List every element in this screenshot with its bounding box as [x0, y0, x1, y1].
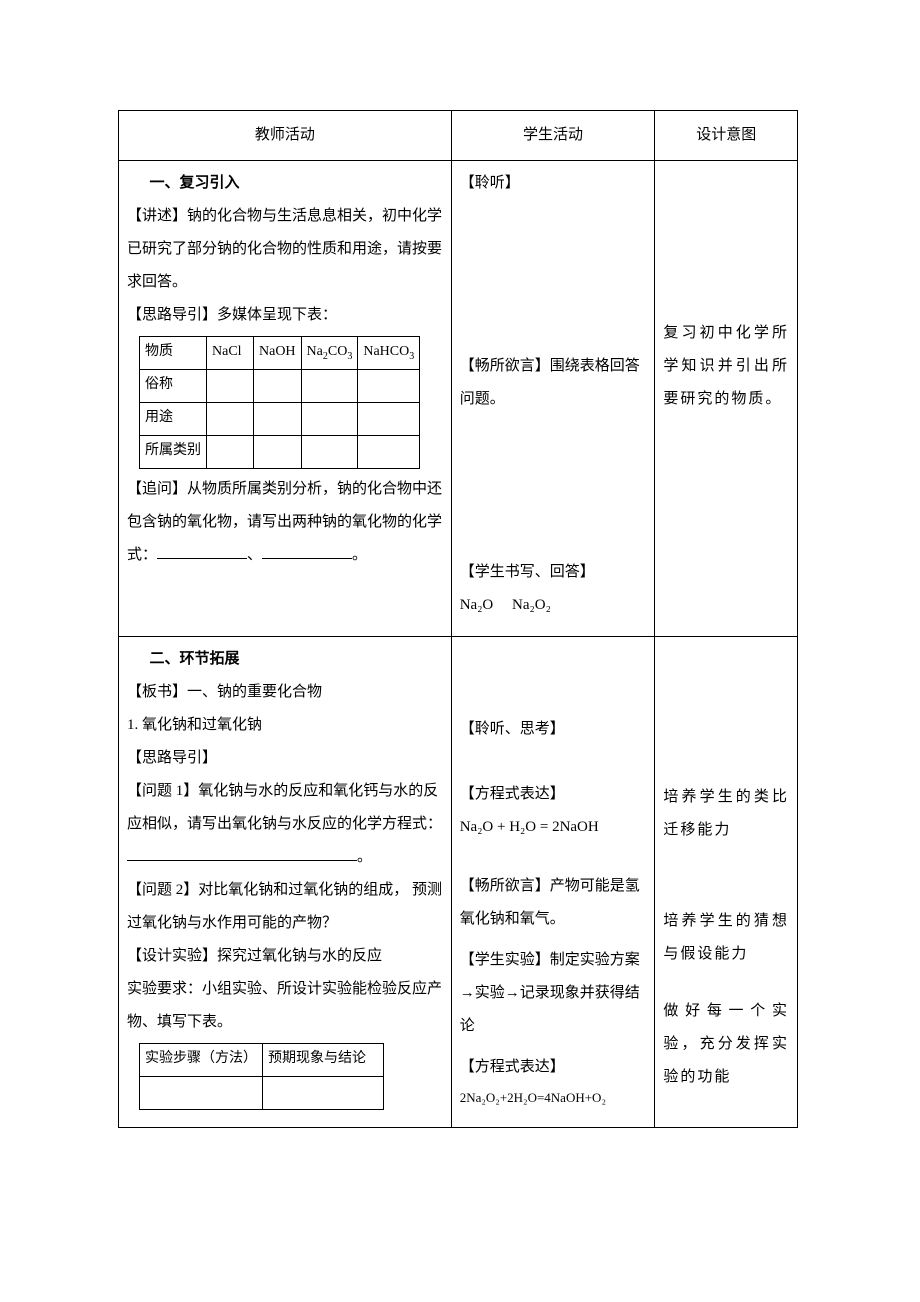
student-write-answers: Na₂O Na₂O₂ [460, 589, 647, 622]
blank-eq [127, 845, 357, 861]
q1-label: 【问题 1】 [127, 783, 198, 799]
sub-row-head: 物质 NaCl NaOH Na2CO3 NaHCO3 [140, 337, 420, 370]
experiment-table: 实验步骤（方法） 预期现象与结论 [139, 1043, 384, 1110]
cell-nacl: NaCl [207, 337, 254, 370]
section2-title: 二、环节拓展 [127, 643, 443, 676]
q2-label: 【问题 2】 [127, 882, 198, 898]
req-block: 实验要求：小组实验、所设计实验能检验反应产物、填写下表。 [127, 973, 443, 1039]
sub-row-nick: 俗称 [140, 370, 420, 403]
teacher-cell-2: 二、环节拓展 【板书】一、钠的重要化合物 1. 氧化钠和过氧化钠 【思路导引】 … [119, 637, 452, 1128]
exp-label: 【学生实验】 [460, 952, 550, 968]
student-speak-label: 【畅所欲言】 [460, 358, 550, 374]
header-intent: 设计意图 [655, 111, 798, 161]
cell-substance: 物质 [140, 337, 207, 370]
board-label: 【板书】 [127, 684, 187, 700]
speak2-label: 【畅所欲言】 [460, 878, 550, 894]
sub1: 1. 氧化钠和过氧化钠 [127, 709, 443, 742]
guide-label-2: 【思路导引】 [127, 742, 443, 775]
intent-2a: 培养学生的类比迁移能力 [663, 781, 789, 847]
student-speak2-block: 【畅所欲言】产物可能是氢氧化钠和氧气。 [460, 870, 647, 936]
exp-row-blank [140, 1077, 384, 1110]
q1-tail: 。 [357, 849, 372, 865]
student-listen-think: 【聆听、思考】 [460, 713, 647, 746]
intent-cell-1: 复习初中化学所学知识并引出所要研究的物质。 [655, 161, 798, 637]
student-write-block: 【学生书写、回答】 Na₂O Na₂O₂ [460, 556, 647, 622]
substance-table: 物质 NaCl NaOH Na2CO3 NaHCO3 俗称 用途 [139, 336, 420, 469]
section-1-row: 一、复习引入 【讲述】钠的化合物与生活息息相关，初中化学已研究了部分钠的化合物的… [119, 161, 798, 637]
exp-h2: 预期现象与结论 [263, 1044, 384, 1077]
page: 教师活动 学生活动 设计意图 一、复习引入 【讲述】钠的化合物与生活息息相关，初… [0, 0, 920, 1168]
cell-nick: 俗称 [140, 370, 207, 403]
followup-sep: 、 [247, 547, 262, 563]
exp-h1: 实验步骤（方法） [140, 1044, 263, 1077]
student-eq2-block: 【方程式表达】 2Na₂O₂+2H₂O=4NaOH+O₂ [460, 1051, 647, 1113]
student-exp-block: 【学生实验】制定实验方案→实验→记录现象并获得结论 [460, 944, 647, 1043]
guide-label: 【思路导引】 [127, 307, 217, 323]
guide-text: 多媒体呈现下表： [217, 307, 337, 323]
intent-1: 复习初中化学所学知识并引出所要研究的物质。 [663, 317, 789, 416]
blank-1 [157, 543, 247, 559]
cell-naoh: NaOH [254, 337, 302, 370]
followup-label: 【追问】 [127, 481, 187, 497]
blank-2 [262, 543, 352, 559]
student-write-label: 【学生书写、回答】 [460, 556, 647, 589]
student-cell-1: 【聆听】 【畅所欲言】围绕表格回答问题。 【学生书写、回答】 Na₂O Na₂O… [451, 161, 655, 637]
followup-block: 【追问】从物质所属类别分析，钠的化合物中还包含钠的氧化物，请写出两种钠的氧化物的… [127, 473, 443, 572]
q1-block: 【问题 1】氧化钠与水的反应和氧化钙与水的反应相似，请写出氧化钠与水反应的化学方… [127, 775, 443, 874]
student-eq-block: 【方程式表达】 Na₂O + H₂O = 2NaOH [460, 778, 647, 844]
header-teacher: 教师活动 [119, 111, 452, 161]
exp-row-head: 实验步骤（方法） 预期现象与结论 [140, 1044, 384, 1077]
student-cell-2: 【聆听、思考】 【方程式表达】 Na₂O + H₂O = 2NaOH 【畅所欲言… [451, 637, 655, 1128]
design-block: 【设计实验】探究过氧化钠与水的反应 [127, 940, 443, 973]
lesson-plan-table: 教师活动 学生活动 设计意图 一、复习引入 【讲述】钠的化合物与生活息息相关，初… [118, 110, 798, 1128]
answer-na2o: Na₂O [460, 597, 494, 613]
answer-na2o2: Na₂O₂ [512, 597, 551, 613]
design-label: 【设计实验】 [127, 948, 217, 964]
cell-nahco3: NaHCO3 [358, 337, 420, 370]
student-listen: 【聆听】 [460, 167, 647, 200]
design-text: 探究过氧化钠与水的反应 [217, 948, 382, 964]
table-header-row: 教师活动 学生活动 设计意图 [119, 111, 798, 161]
board-text: 一、钠的重要化合物 [187, 684, 322, 700]
header-student: 学生活动 [451, 111, 655, 161]
section1-title: 一、复习引入 [127, 167, 443, 200]
q2-block: 【问题 2】对比氧化钠和过氧化钠的组成， 预测过氧化钠与水作用可能的产物？ [127, 874, 443, 940]
cell-na2co3: Na2CO3 [301, 337, 358, 370]
guide-block: 【思路导引】多媒体呈现下表： [127, 299, 443, 332]
eq2: 2Na₂O₂+2H₂O=4NaOH+O₂ [460, 1084, 647, 1113]
sub-row-use: 用途 [140, 403, 420, 436]
section-2-row: 二、环节拓展 【板书】一、钠的重要化合物 1. 氧化钠和过氧化钠 【思路导引】 … [119, 637, 798, 1128]
sub-row-cat: 所属类别 [140, 436, 420, 469]
lecture-label: 【讲述】 [127, 208, 187, 224]
eq-label-2: 【方程式表达】 [460, 1051, 647, 1084]
student-speak-block: 【畅所欲言】围绕表格回答问题。 [460, 350, 647, 416]
intent-2b: 培养学生的猜想与假设能力 [663, 905, 789, 971]
board-block: 【板书】一、钠的重要化合物 [127, 676, 443, 709]
followup-tail: 。 [352, 547, 367, 563]
eq-label: 【方程式表达】 [460, 778, 647, 811]
cell-category: 所属类别 [140, 436, 207, 469]
intent-2c: 做好每一个实验，充分发挥实验的功能 [663, 995, 789, 1094]
intent-cell-2: 培养学生的类比迁移能力 培养学生的猜想与假设能力 做好每一个实验，充分发挥实验的… [655, 637, 798, 1128]
cell-use: 用途 [140, 403, 207, 436]
eq1: Na₂O + H₂O = 2NaOH [460, 811, 647, 844]
lecture-block: 【讲述】钠的化合物与生活息息相关，初中化学已研究了部分钠的化合物的性质和用途，请… [127, 200, 443, 299]
teacher-cell-1: 一、复习引入 【讲述】钠的化合物与生活息息相关，初中化学已研究了部分钠的化合物的… [119, 161, 452, 637]
